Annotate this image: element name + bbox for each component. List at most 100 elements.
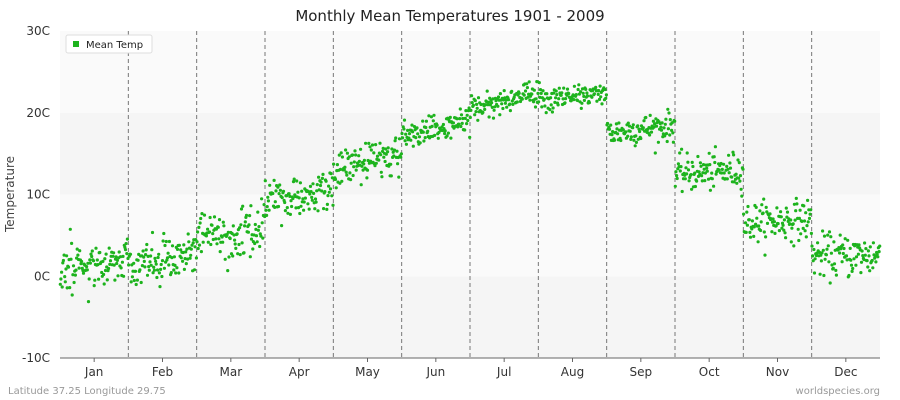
point-aug-1990 bbox=[592, 92, 597, 96]
point-sep-1947 bbox=[634, 134, 638, 138]
point-nov-1932 bbox=[761, 211, 765, 215]
point-mar-1958 bbox=[231, 254, 235, 258]
point-jan-2001 bbox=[121, 254, 125, 258]
point-apr-1991 bbox=[320, 189, 324, 193]
point-feb-1996 bbox=[186, 232, 190, 236]
point-may-1927 bbox=[348, 171, 352, 175]
point-dec-1993 bbox=[868, 269, 872, 273]
point-mar-1970 bbox=[238, 253, 242, 257]
point-may-1949 bbox=[362, 162, 366, 166]
point-nov-1933 bbox=[762, 197, 766, 201]
point-apr-1984 bbox=[315, 183, 319, 187]
point-dec-1940 bbox=[834, 273, 839, 277]
point-dec-1904 bbox=[812, 247, 816, 252]
point-apr-1973 bbox=[308, 184, 313, 188]
point-mar-1998 bbox=[256, 210, 260, 214]
point-jul-2005 bbox=[533, 105, 538, 109]
point-aug-1910 bbox=[542, 97, 546, 101]
point-oct-1988 bbox=[728, 161, 732, 165]
point-dec-1971 bbox=[854, 263, 858, 267]
point-jun-2006 bbox=[466, 118, 470, 123]
point-feb-1994 bbox=[185, 247, 189, 251]
point-mar-1954 bbox=[228, 236, 232, 241]
point-jul-1906 bbox=[471, 103, 475, 107]
y-tick-4: 30C bbox=[26, 24, 50, 38]
point-mar-1923 bbox=[209, 242, 213, 247]
point-mar-1926 bbox=[211, 232, 215, 236]
point-feb-1923 bbox=[140, 264, 144, 268]
point-sep-1987 bbox=[659, 125, 663, 129]
point-jul-1987 bbox=[522, 93, 526, 97]
point-nov-1999 bbox=[803, 229, 807, 233]
point-aug-1937 bbox=[559, 93, 563, 97]
point-apr-1981 bbox=[313, 197, 318, 201]
point-sep-1955 bbox=[639, 136, 643, 141]
point-mar-2005 bbox=[260, 221, 264, 225]
point-jan-2002 bbox=[122, 274, 126, 278]
point-aug-1943 bbox=[563, 101, 567, 105]
point-mar-1983 bbox=[246, 230, 250, 234]
point-apr-1943 bbox=[290, 204, 294, 209]
point-jul-1959 bbox=[505, 105, 509, 109]
point-oct-1942 bbox=[699, 164, 703, 168]
point-apr-1922 bbox=[276, 204, 281, 209]
point-apr-1915 bbox=[272, 178, 276, 182]
point-apr-1933 bbox=[283, 209, 287, 213]
point-apr-1977 bbox=[311, 182, 315, 186]
point-jun-1952 bbox=[432, 113, 436, 117]
point-feb-1940 bbox=[151, 271, 155, 275]
point-aug-1970 bbox=[580, 101, 584, 105]
point-aug-1947 bbox=[565, 87, 570, 91]
point-may-1905 bbox=[334, 186, 338, 190]
point-feb-1997 bbox=[187, 240, 191, 244]
point-mar-1950 bbox=[226, 269, 230, 273]
point-aug-1944 bbox=[564, 97, 568, 101]
point-nov-1969 bbox=[784, 206, 788, 210]
y-tick-0: -10C bbox=[22, 351, 50, 365]
point-may-1971 bbox=[375, 154, 380, 158]
point-jun-1979 bbox=[449, 136, 453, 140]
point-may-1985 bbox=[384, 152, 388, 156]
point-oct-2003 bbox=[737, 161, 741, 165]
point-sep-1995 bbox=[664, 117, 668, 121]
point-mar-1952 bbox=[227, 255, 231, 259]
point-apr-1971 bbox=[307, 207, 311, 211]
point-feb-1965 bbox=[167, 263, 171, 267]
point-may-1984 bbox=[384, 147, 388, 151]
point-feb-2006 bbox=[192, 268, 197, 272]
point-oct-2005 bbox=[738, 174, 743, 178]
point-feb-1969 bbox=[169, 271, 173, 275]
point-jan-1921 bbox=[71, 273, 75, 277]
point-may-1933 bbox=[352, 165, 356, 169]
point-oct-1985 bbox=[726, 167, 730, 171]
point-mar-1976 bbox=[242, 251, 246, 255]
point-sep-1988 bbox=[659, 128, 664, 132]
point-apr-1985 bbox=[316, 209, 320, 213]
point-may-1957 bbox=[367, 141, 371, 145]
point-aug-1998 bbox=[597, 97, 602, 101]
point-nov-1958 bbox=[777, 229, 782, 233]
point-jun-1951 bbox=[431, 119, 435, 123]
point-jan-1985 bbox=[111, 254, 115, 258]
point-jun-1926 bbox=[416, 132, 420, 136]
point-oct-1903 bbox=[675, 174, 679, 178]
point-apr-1953 bbox=[296, 190, 300, 194]
point-may-1932 bbox=[351, 173, 355, 178]
point-jul-1964 bbox=[508, 102, 512, 106]
x-tick-sep: Sep bbox=[630, 365, 653, 379]
point-may-2005 bbox=[397, 175, 401, 179]
point-sep-1937 bbox=[627, 124, 632, 128]
point-jun-1996 bbox=[459, 113, 464, 117]
point-nov-1948 bbox=[771, 217, 775, 221]
point-jan-1943 bbox=[85, 265, 89, 269]
point-aug-1968 bbox=[579, 90, 583, 94]
point-sep-1917 bbox=[615, 127, 619, 131]
point-may-1912 bbox=[338, 167, 343, 171]
point-feb-1990 bbox=[182, 267, 186, 271]
point-jul-1924 bbox=[483, 107, 487, 111]
point-apr-1913 bbox=[271, 191, 275, 196]
point-dec-1906 bbox=[813, 257, 817, 261]
point-nov-1980 bbox=[791, 222, 795, 226]
point-may-1983 bbox=[383, 159, 387, 164]
point-may-1934 bbox=[352, 160, 356, 164]
